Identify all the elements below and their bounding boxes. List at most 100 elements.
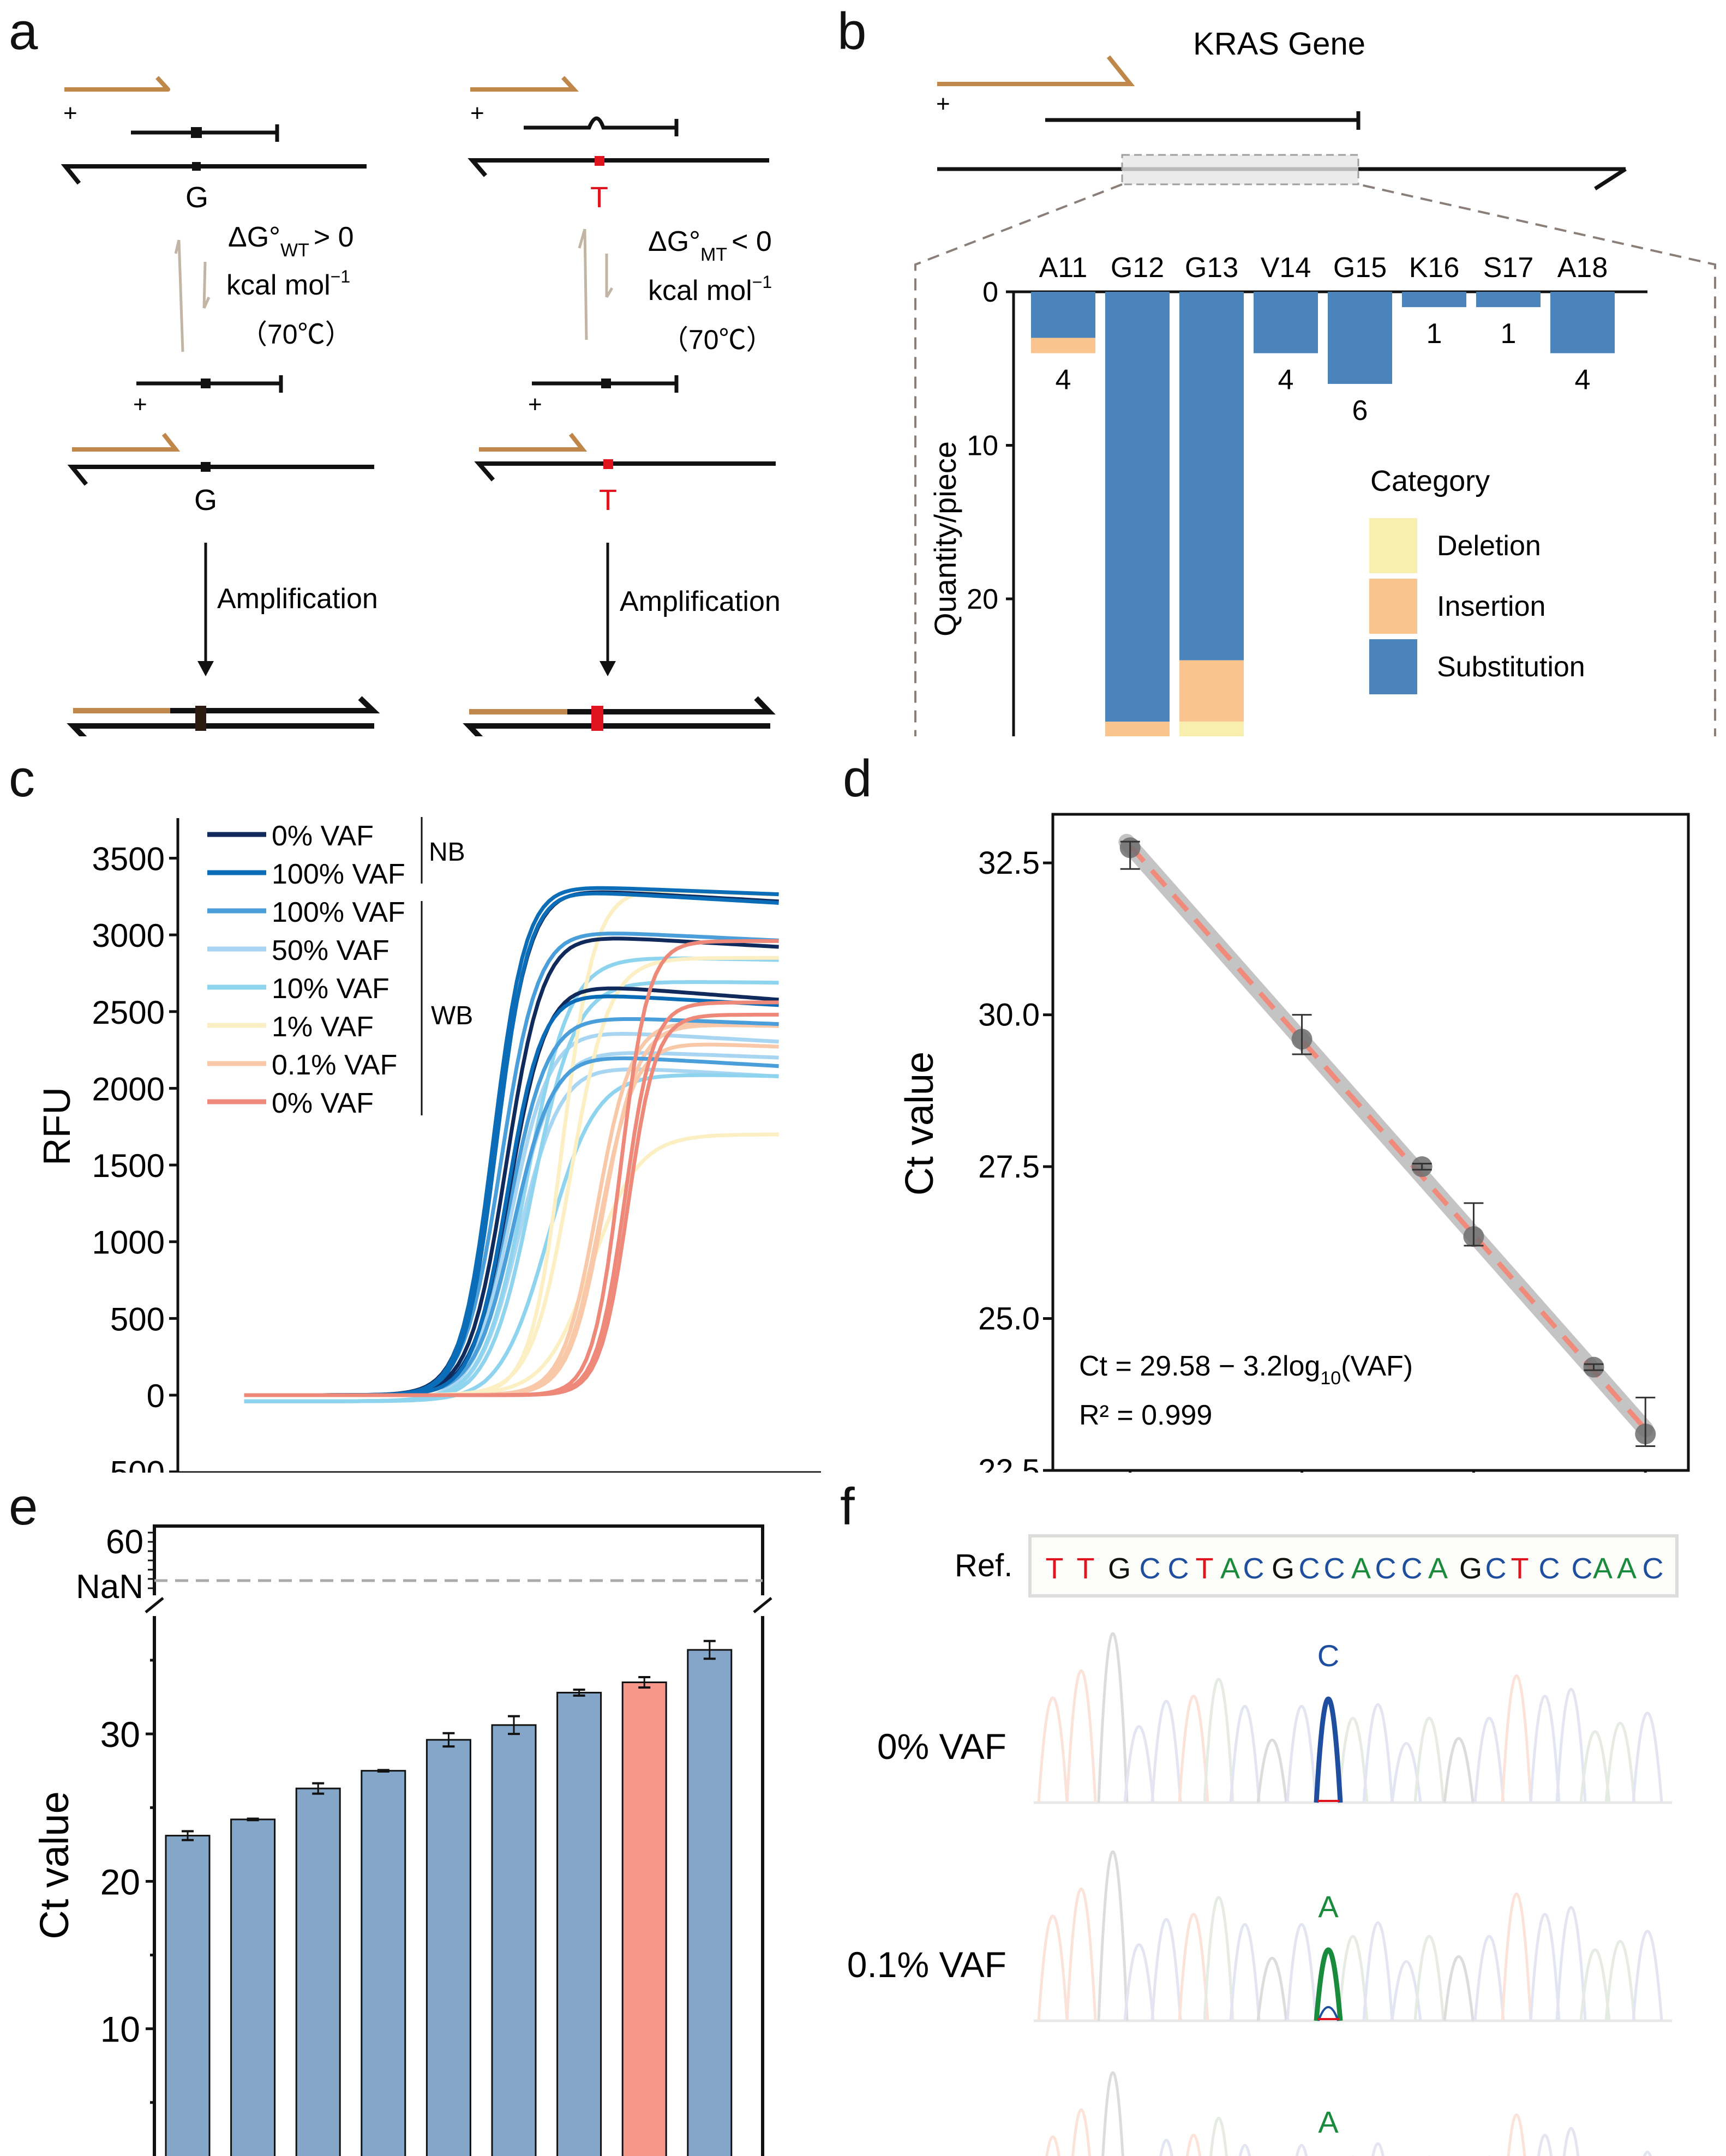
- c-y-tick-label: 2500: [92, 994, 165, 1031]
- chromatogram-peak: [1562, 2127, 1580, 2156]
- ref-base: G: [1459, 1552, 1482, 1585]
- chromatogram-peak: [1209, 2117, 1228, 2156]
- b-legend-label: Insertion: [1437, 591, 1545, 622]
- b-bar-segment-substitution: [1328, 292, 1392, 384]
- chromatogram-peak: [1037, 1696, 1069, 1803]
- ref-base: C: [1485, 1552, 1507, 1585]
- b-bar-segment-substitution: [1476, 292, 1541, 308]
- chromatogram-peak: [1186, 2134, 1201, 2156]
- c-legend-group-wb: WB: [431, 1001, 473, 1030]
- wt-schematic: + G ΔG°WT > 0 kcal mol−1 （70℃） + G Amplif…: [61, 76, 380, 736]
- kras-primer-arrow: [937, 55, 1135, 86]
- wt-amplification-label: Amplification: [217, 583, 378, 615]
- b-legend-label: Deletion: [1437, 530, 1541, 562]
- c-legend-label: 100% VAF: [272, 897, 405, 928]
- c-y-tick-label: 500: [110, 1301, 165, 1337]
- panel-b-chart: KRAS Gene + 0102030Quantity/pieceA114G12…: [914, 26, 1716, 736]
- d-y-axis-label: Ct value: [898, 1052, 942, 1196]
- chromatogram-peak: [1473, 1716, 1505, 1803]
- c-y-tick-label: 0: [147, 1378, 165, 1414]
- b-legend-title: Category: [1370, 465, 1490, 497]
- wt-product-bottom: [67, 723, 374, 736]
- b-legend-swatch: [1369, 579, 1417, 634]
- chromatogram-peak: [1604, 1940, 1636, 2021]
- d-y-tick-label: 22.5: [978, 1453, 1040, 1473]
- b-category-label: V14: [1261, 252, 1311, 284]
- wt-dg-label: ΔG°WT > 0: [228, 221, 354, 261]
- ref-base: C: [1299, 1552, 1320, 1585]
- b-y-tick-label: 0: [982, 277, 998, 308]
- b-bar-total-label: 4: [1278, 364, 1294, 396]
- ref-label: Ref.: [955, 1548, 1012, 1583]
- chromatogram-peak: [1229, 1705, 1261, 1803]
- mt-product-top: [567, 696, 776, 714]
- chromatogram-peak: [1229, 1923, 1261, 2021]
- b-category-label: A18: [1557, 252, 1608, 284]
- wt-allele-bottom: G: [194, 484, 217, 517]
- d-confidence-band: [1118, 833, 1654, 1438]
- c-y-tick-label: 3000: [92, 917, 165, 954]
- wt-blocker-mark-top: [191, 127, 202, 138]
- e-bar: [165, 1835, 211, 2156]
- chromatogram-peak: [1604, 1722, 1636, 1803]
- chromatogram-peak: [1529, 1695, 1561, 1803]
- chromatogram-peak: [1501, 1893, 1532, 2021]
- chromatogram-peak: [1150, 1918, 1182, 2021]
- chromatogram-peak: [1150, 1699, 1182, 1803]
- b-bar-segment-substitution: [1254, 292, 1318, 353]
- b-category-label: G12: [1111, 252, 1164, 284]
- wt-plus-bottom: +: [133, 391, 147, 418]
- chromatogram-peak: [1203, 1896, 1234, 2021]
- mt-primer-arrow-bottom: [479, 433, 588, 452]
- chromatogram-peak: [1337, 1935, 1369, 2021]
- chromatogram-minor-peak: [1317, 2006, 1339, 2021]
- chromatogram-peak: [1065, 1669, 1097, 1803]
- wt-unit-label: kcal mol−1: [226, 267, 350, 301]
- b-legend-swatch: [1369, 639, 1417, 694]
- mt-blocker-top: [524, 116, 676, 130]
- d-y-tick-label: 25.0: [978, 1301, 1040, 1337]
- zoom-callout-frame: [914, 183, 1716, 736]
- ref-base: C: [1168, 1552, 1189, 1585]
- panel-c-label: c: [9, 749, 35, 808]
- e-bar: [491, 1724, 537, 2156]
- b-bar-segment-deletion: [1179, 722, 1244, 736]
- e-axis-break-left: [145, 1597, 164, 1613]
- c-legend-label: 0% VAF: [272, 1088, 374, 1119]
- mt-allele-bottom: T: [599, 484, 617, 517]
- b-category-label: A11: [1039, 252, 1088, 284]
- chromatogram-called-base: C: [1317, 1638, 1339, 1673]
- b-category-label: G15: [1333, 252, 1387, 284]
- chromatogram-peak: [1256, 1957, 1288, 2021]
- panel-c-chart: -500050010001500200025003000350001020304…: [35, 817, 821, 1473]
- c-curve-wb-10-vaf: [244, 1073, 779, 1403]
- d-r-squared: R² = 0.999: [1079, 1400, 1212, 1431]
- ref-base: A: [1428, 1552, 1448, 1585]
- wt-primer-arrow-bottom: [72, 433, 181, 452]
- e-upper-frame: [153, 1524, 764, 1595]
- b-bar-segment-substitution: [1550, 292, 1615, 353]
- c-y-tick-label: 2000: [92, 1071, 165, 1107]
- e-nan-label: NaN: [76, 1568, 143, 1606]
- wt-template-top: [61, 164, 367, 185]
- e-y-tick-label: 20: [100, 1861, 140, 1902]
- e-bar: [425, 1739, 471, 2156]
- panel-d-label: d: [843, 749, 872, 808]
- ref-base: C: [1243, 1552, 1264, 1585]
- b-category-label: K16: [1409, 252, 1460, 284]
- c-y-tick-label: 1500: [92, 1148, 165, 1184]
- e-bar: [230, 1818, 276, 2156]
- ref-base: A: [1351, 1552, 1371, 1585]
- chromatogram-peak: [1097, 1850, 1129, 2021]
- e-bar: [556, 1691, 602, 2156]
- ref-base: C: [1140, 1552, 1161, 1585]
- e-upper-tick-label: 60: [106, 1523, 143, 1561]
- mt-primer-arrow-top: [470, 76, 579, 92]
- mt-equilibrium-down: [605, 254, 614, 298]
- e-axis-break-right: [753, 1597, 772, 1613]
- chromatogram-called-base: A: [1318, 2105, 1339, 2139]
- c-curve-wb-0-vaf: [244, 1012, 779, 1397]
- chromatogram-track-label: 0.1% VAF: [847, 1944, 1006, 1985]
